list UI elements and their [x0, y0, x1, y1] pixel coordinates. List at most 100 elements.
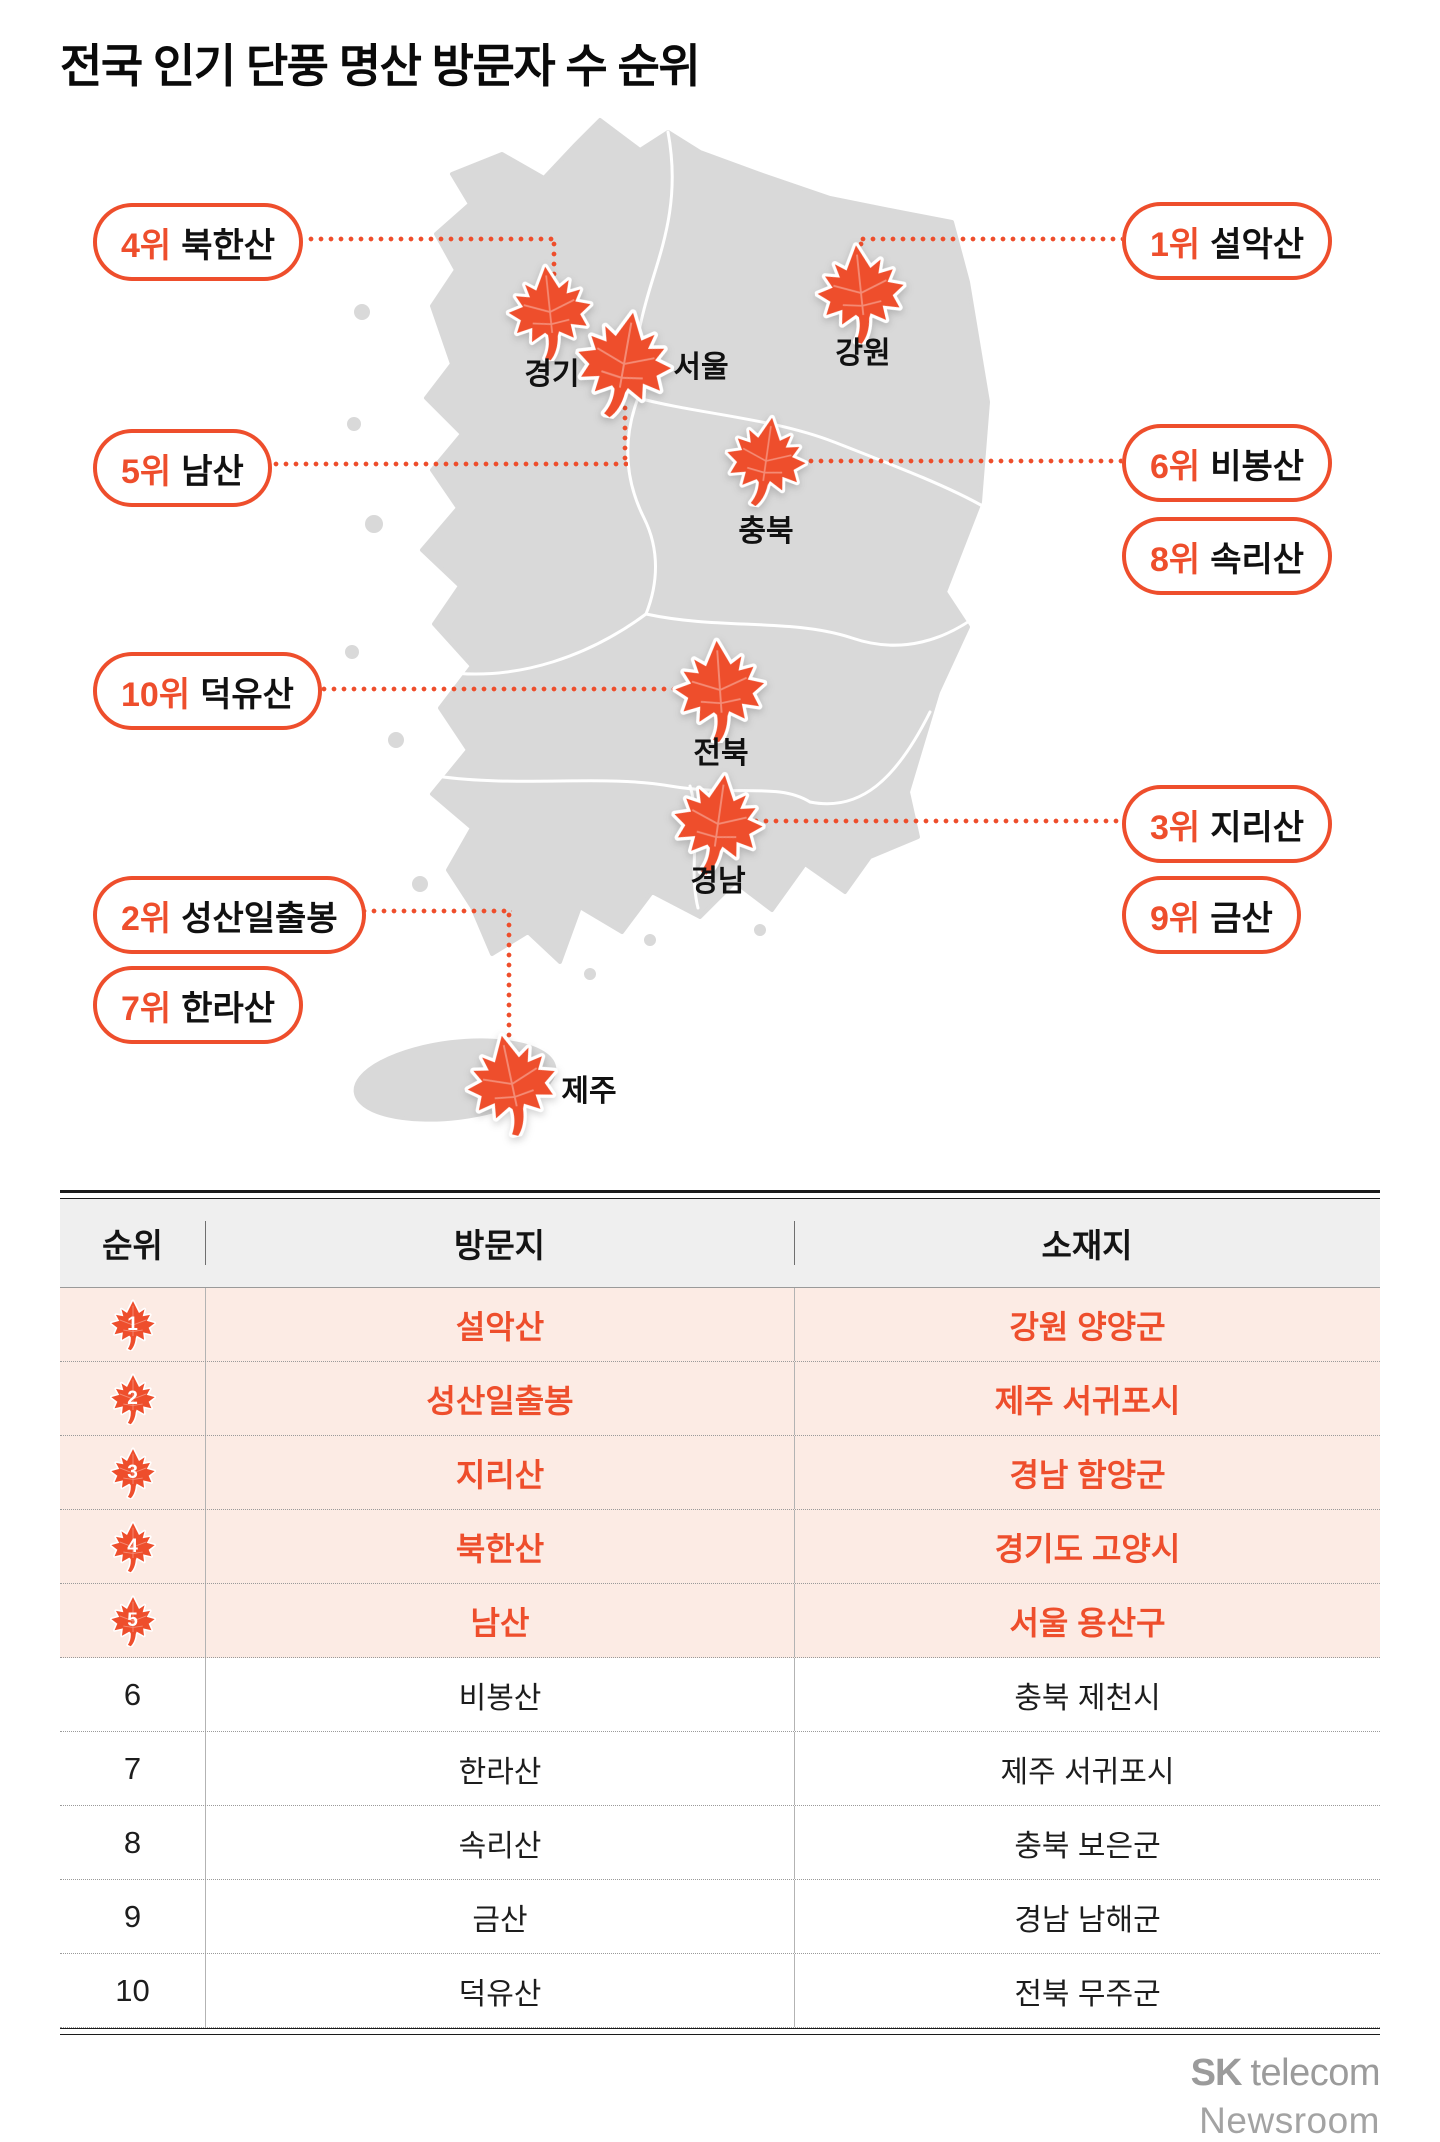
sk-telecom-newsroom-logo: SK telecom Newsroom: [1190, 2050, 1381, 2142]
callout-rank: 6위: [1150, 447, 1201, 486]
header-place: 방문지: [453, 1227, 546, 1264]
callout-name: 성산일출봉: [181, 899, 338, 938]
place-name: 남산: [470, 1604, 530, 1641]
region-label-chungbuk: 충북: [738, 515, 794, 548]
table-row: 9 금산 경남 남해군: [60, 1880, 1380, 1954]
rank-leaf-icon: 2: [110, 1373, 156, 1425]
place-name: 비봉산: [458, 1681, 542, 1715]
place-location: 서울 용산구: [1009, 1604, 1166, 1641]
place-location: 제주 서귀포시: [994, 1382, 1181, 1419]
callout-rank: 9위: [1150, 899, 1201, 938]
callout-name: 지리산: [1210, 808, 1305, 847]
callout-name: 속리산: [1210, 540, 1305, 579]
header-rank: 순위: [102, 1227, 163, 1264]
table-bottom-rule: [60, 2028, 1380, 2035]
ranking-table: 순위 방문지 소재지 1 설악산 강원 양양군 2 성산일출봉 제주 서귀포시 …: [60, 1190, 1380, 2035]
place-location: 경기도 고양시: [994, 1530, 1181, 1567]
place-location: 경남 함양군: [1009, 1456, 1166, 1493]
header-divider: [794, 1221, 795, 1265]
logo-sk-telecom: SK telecom: [1190, 2052, 1381, 2094]
callout-name: 금산: [1210, 899, 1273, 938]
place-name: 성산일출봉: [426, 1382, 574, 1419]
callout-geumsan: 9위 금산: [1122, 876, 1301, 954]
callout-bukhansan: 4위 북한산: [93, 203, 304, 281]
connector-bukhansan-v: [551, 241, 557, 291]
callout-rank: 5위: [121, 452, 172, 491]
header-location: 소재지: [1041, 1227, 1133, 1264]
callout-jirisan: 3위 지리산: [1122, 785, 1333, 863]
rank-number: 10: [115, 1972, 150, 2008]
place-name: 북한산: [455, 1530, 545, 1567]
region-label-jeonbuk: 전북: [693, 737, 749, 770]
rank-number: 9: [123, 1898, 142, 1934]
callout-seoraksan: 1위 설악산: [1122, 202, 1333, 280]
place-name: 금산: [472, 1903, 528, 1937]
callout-deogyusan: 10위 덕유산: [93, 652, 322, 730]
header-divider: [205, 1221, 206, 1265]
table-row: 10 덕유산 전북 무주군: [60, 1954, 1380, 2028]
rank-leaf-icon: 3: [110, 1447, 156, 1499]
page-title: 전국 인기 단풍 명산 방문자 수 순위: [60, 40, 701, 92]
rank-leaf-icon: 4: [110, 1521, 156, 1573]
callout-namsan: 5위 남산: [93, 429, 272, 507]
region-label-gangwon: 강원: [835, 337, 891, 370]
table-row: 1 설악산 강원 양양군: [60, 1288, 1380, 1362]
callout-name: 한라산: [181, 989, 276, 1028]
table-row: 4 북한산 경기도 고양시: [60, 1510, 1380, 1584]
place-name: 덕유산: [458, 1977, 542, 2011]
connector-seongsan: [331, 908, 512, 914]
callout-name: 북한산: [181, 226, 276, 265]
place-location: 충북 제천시: [1014, 1681, 1161, 1715]
place-location: 충북 보은군: [1014, 1829, 1161, 1863]
callout-rank: 2위: [121, 899, 172, 938]
connector-seongsan-v: [506, 912, 512, 1052]
connector-deogyusan: [281, 686, 685, 692]
callout-name: 남산: [181, 452, 244, 491]
maple-leaf-marker-chungbuk: [718, 409, 814, 514]
connector-jirisan: [753, 818, 1122, 824]
place-location: 전북 무주군: [1014, 1977, 1161, 2011]
table-row: 3 지리산 경남 함양군: [60, 1436, 1380, 1510]
connector-namsan: [243, 461, 628, 467]
table-header: 순위 방문지 소재지: [60, 1199, 1380, 1288]
connector-bibongsan: [798, 458, 1122, 464]
place-name: 설악산: [455, 1308, 545, 1345]
table-row: 5 남산 서울 용산구: [60, 1584, 1380, 1658]
connector-seoraksan: [860, 236, 1122, 242]
table-row: 6 비봉산 충북 제천시: [60, 1658, 1380, 1732]
table-top-rule: [60, 1190, 1380, 1199]
callout-rank: 10위: [121, 675, 191, 714]
callout-rank: 1위: [1150, 225, 1201, 264]
rank-number: 7: [123, 1750, 142, 1786]
callout-name: 설악산: [1210, 225, 1305, 264]
logo-newsroom: Newsroom: [1199, 2099, 1380, 2141]
region-label-jeju: 제주: [561, 1075, 617, 1108]
callout-name: 비봉산: [1210, 447, 1305, 486]
callout-rank: 3위: [1150, 808, 1201, 847]
place-location: 강원 양양군: [1009, 1308, 1166, 1345]
place-location: 제주 서귀포시: [1000, 1755, 1175, 1789]
place-location: 경남 남해군: [1014, 1903, 1161, 1937]
region-label-seoul: 서울: [673, 351, 729, 384]
table-row: 7 한라산 제주 서귀포시: [60, 1732, 1380, 1806]
rank-number: 6: [123, 1676, 142, 1712]
rank-leaf-icon: 1: [110, 1299, 156, 1351]
place-name: 속리산: [458, 1829, 542, 1863]
callout-name: 덕유산: [200, 675, 294, 714]
connector-namsan-v: [622, 405, 628, 463]
callout-rank: 7위: [121, 989, 172, 1028]
callout-seongsanilchulbong: 2위 성산일출봉: [93, 876, 366, 954]
callout-rank: 8위: [1150, 540, 1201, 579]
callout-rank: 4위: [121, 226, 172, 265]
place-name: 한라산: [458, 1755, 542, 1789]
place-name: 지리산: [455, 1456, 545, 1493]
rank-number: 8: [123, 1824, 142, 1860]
region-label-gyeongnam: 경남: [690, 865, 746, 898]
maple-leaf-marker-seoul: [565, 300, 683, 428]
callout-bibongsan: 6위 비봉산: [1122, 424, 1333, 502]
table-row: 2 성산일출봉 제주 서귀포시: [60, 1362, 1380, 1436]
callout-songnisan: 8위 속리산: [1122, 517, 1333, 595]
callout-hallasan: 7위 한라산: [93, 966, 304, 1044]
rank-leaf-icon: 5: [110, 1595, 156, 1647]
